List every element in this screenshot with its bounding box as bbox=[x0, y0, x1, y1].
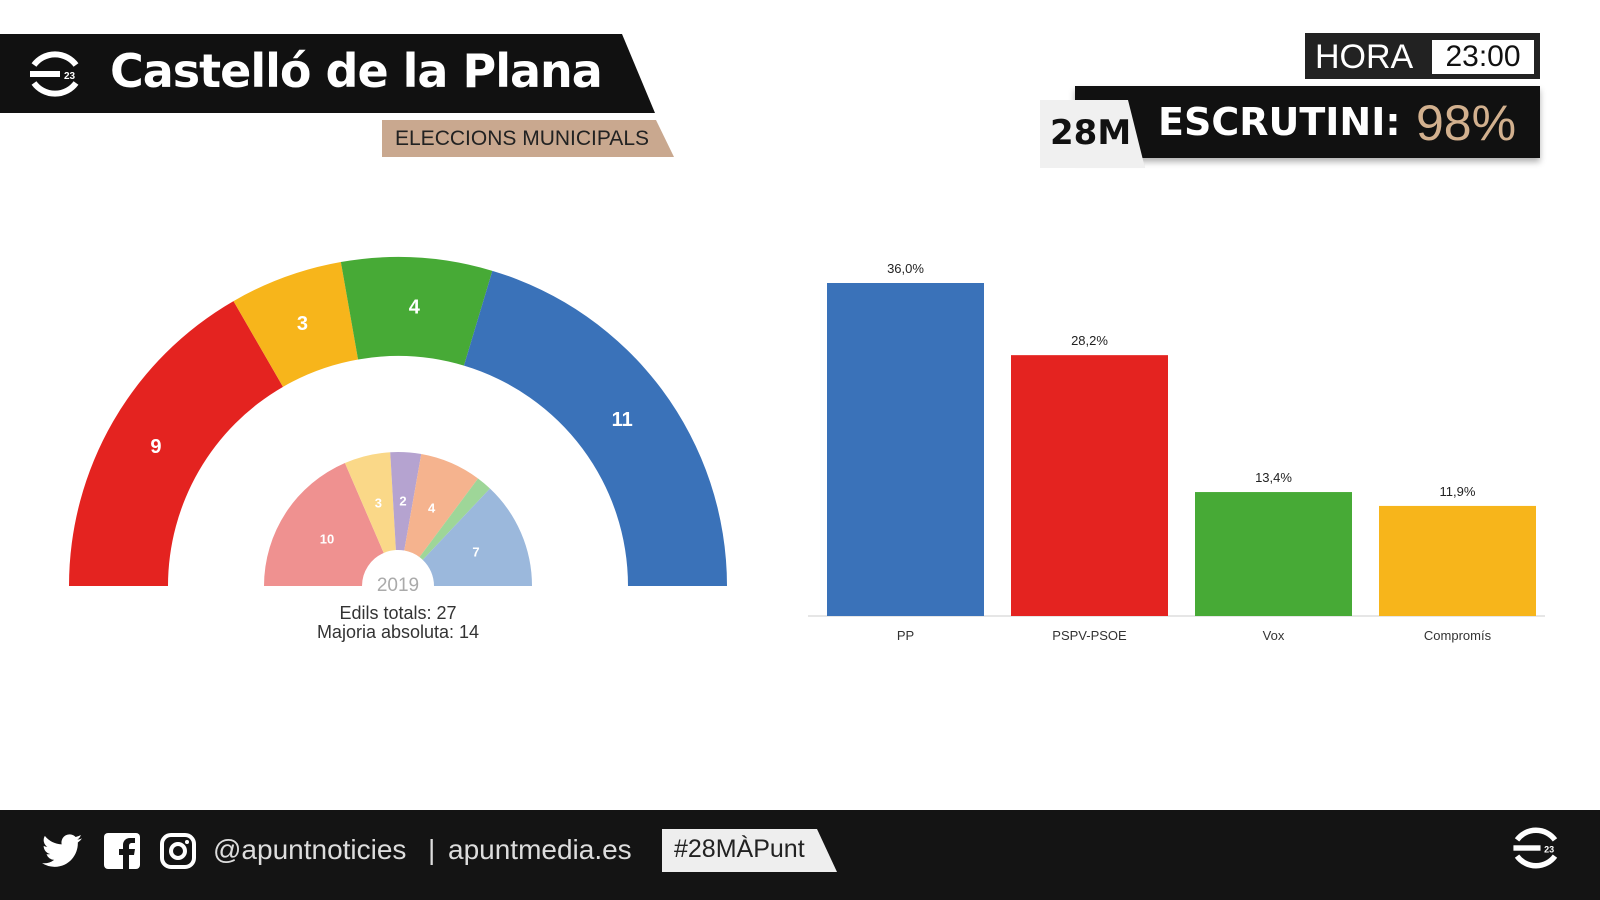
seats-2019-seat-segment bbox=[390, 452, 422, 551]
majority-note: Majoria absoluta: 14 bbox=[317, 622, 479, 642]
seats-2019-seat-segment bbox=[422, 488, 532, 586]
election-tag-box bbox=[1040, 100, 1145, 168]
seats-2019-seat-label: 3 bbox=[375, 496, 382, 511]
time-value: 23:00 bbox=[1432, 40, 1534, 74]
bar bbox=[1195, 492, 1352, 616]
separator: | bbox=[428, 834, 436, 865]
seats-2019-seat-label: 4 bbox=[428, 500, 436, 515]
seats-2023-seat-label: 9 bbox=[150, 436, 161, 458]
time-label: HORA bbox=[1315, 38, 1414, 76]
seats-2023-seat-segment bbox=[233, 261, 359, 387]
instagram-icon[interactable] bbox=[160, 833, 196, 869]
count-box bbox=[1075, 86, 1540, 158]
hashtag-badge: #28MÀPunt bbox=[662, 829, 837, 872]
seats-2019-seat-segment bbox=[404, 454, 479, 558]
apunt-footer-logo-icon: 23 bbox=[1513, 827, 1558, 869]
category-label: PP bbox=[897, 628, 914, 643]
bar bbox=[1379, 505, 1536, 616]
apunt-logo-icon: 23 bbox=[30, 51, 79, 97]
subtitle-bar bbox=[382, 120, 674, 157]
seats-2019-seat-segment bbox=[264, 462, 384, 586]
category-label: PSPV-PSOE bbox=[1052, 628, 1127, 643]
seats-2023-seat-segment bbox=[340, 257, 493, 366]
page-title: Castelló de la Plana bbox=[110, 44, 603, 98]
bar-value-label: 11,9% bbox=[1440, 484, 1476, 499]
seats-2019-seat-segment bbox=[344, 452, 396, 553]
seats-2019-seat-label: 7 bbox=[472, 545, 479, 560]
hashtag: #28MÀPunt bbox=[674, 835, 805, 863]
category-label: Vox bbox=[1263, 628, 1285, 643]
svg-text:23: 23 bbox=[1544, 845, 1554, 855]
seats-2023-seat-label: 4 bbox=[409, 297, 421, 319]
seats-2023-seat-segment bbox=[69, 301, 283, 586]
bar bbox=[827, 283, 984, 616]
bar bbox=[1011, 355, 1168, 616]
seats-2019-seat-label: 10 bbox=[320, 532, 334, 547]
facebook-icon[interactable] bbox=[104, 833, 140, 869]
social-handle[interactable]: @apuntnoticies bbox=[213, 834, 407, 865]
category-label: Compromís bbox=[1424, 628, 1492, 643]
seats-2019-seat-segment bbox=[419, 478, 490, 560]
bar-value-label: 13,4% bbox=[1255, 470, 1292, 485]
subtitle: ELECCIONS MUNICIPALS bbox=[395, 127, 649, 150]
bar-value-label: 36,0% bbox=[887, 261, 924, 276]
election-tag: 28M bbox=[1050, 113, 1132, 153]
seats-2023-seat-label: 3 bbox=[297, 313, 308, 335]
charts: 9 3 4 11 10 3 2 4 7 2019 Edils totals: 27 Majori… bbox=[69, 257, 1545, 643]
seats-2023-seat-segment bbox=[463, 270, 727, 586]
website-link[interactable]: apuntmedia.es bbox=[448, 834, 632, 865]
count-label: ESCRUTINI: bbox=[1158, 100, 1401, 144]
title-bar bbox=[0, 34, 655, 113]
total-seats-note: Edils totals: 27 bbox=[339, 603, 456, 623]
seats-2023-seat-label: 11 bbox=[612, 409, 633, 431]
count-value: 98% bbox=[1416, 95, 1517, 151]
twitter-icon[interactable] bbox=[42, 834, 82, 868]
year-label: 2019 bbox=[377, 575, 419, 596]
seats-2019-seat-label: 2 bbox=[399, 493, 406, 508]
svg-text:23: 23 bbox=[64, 71, 76, 82]
bar-value-label: 28,2% bbox=[1071, 333, 1108, 348]
